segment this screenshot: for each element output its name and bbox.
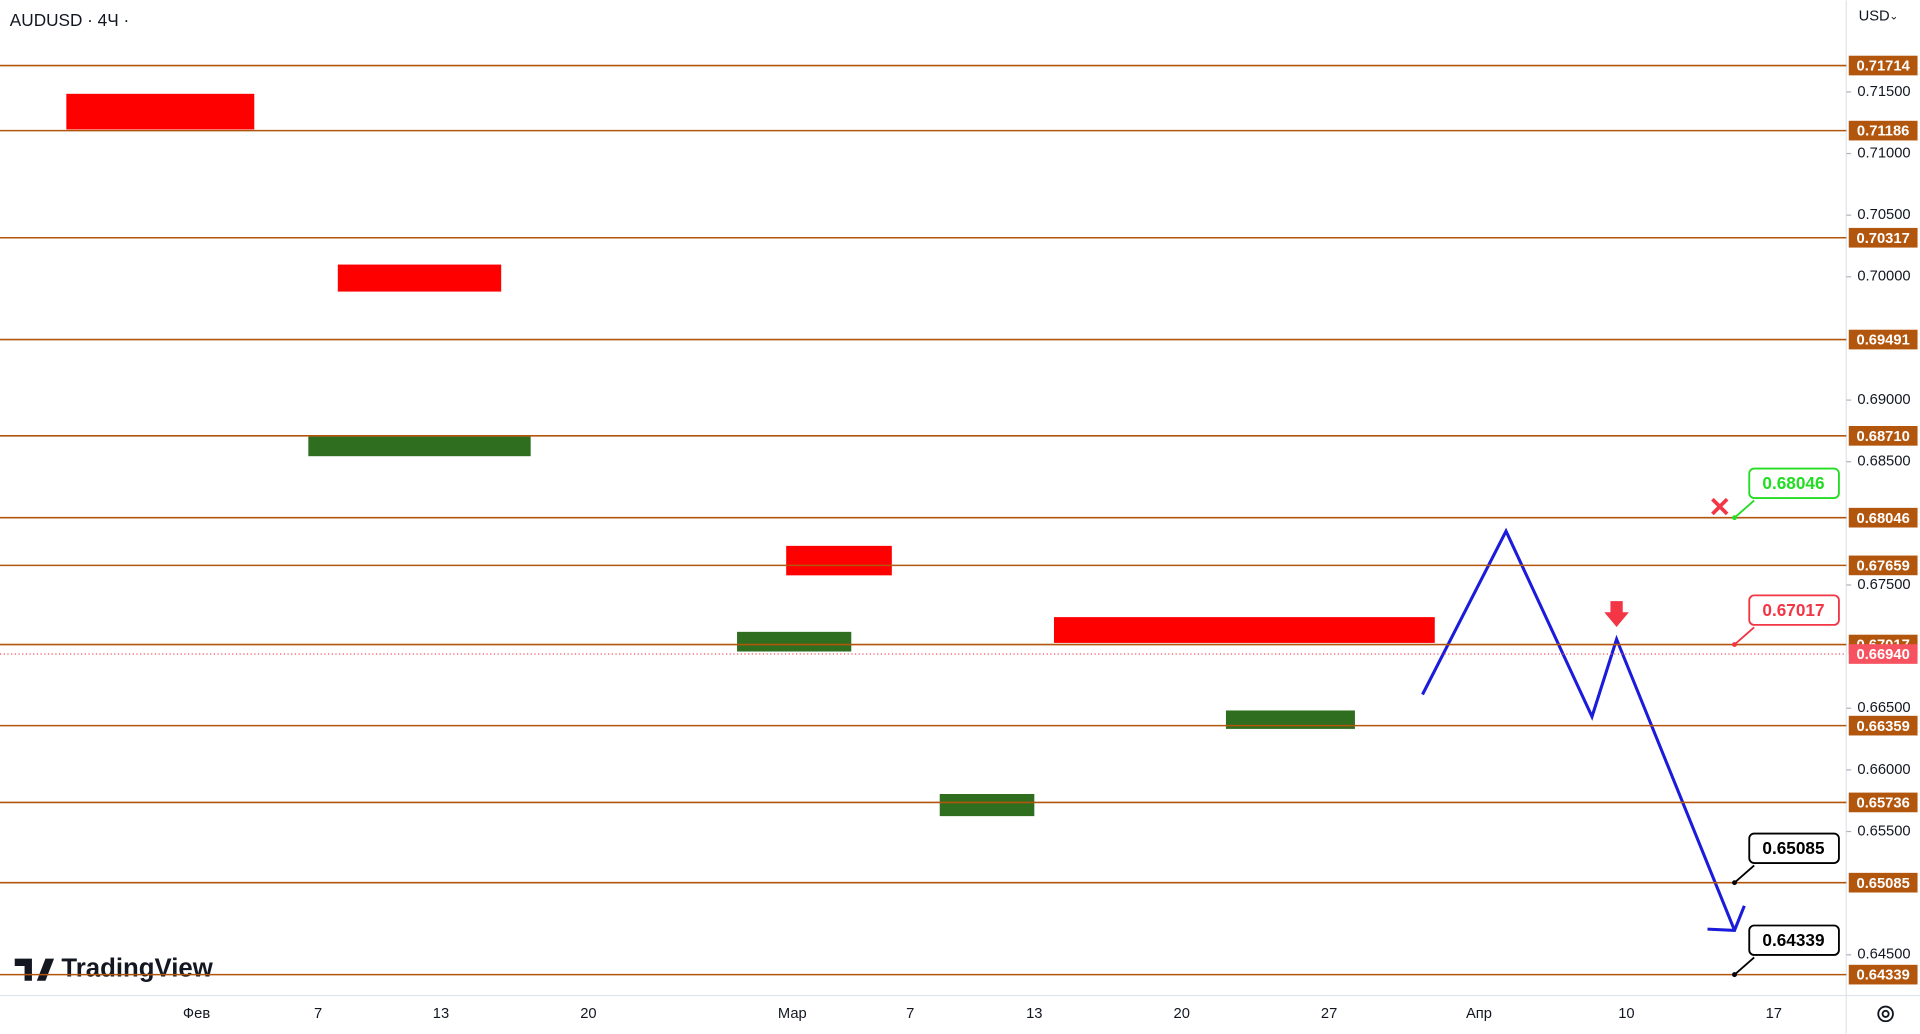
level-label: 0.71714: [1857, 59, 1911, 75]
level-label-box: [1848, 507, 1918, 528]
x-tick-label: 10: [1618, 1006, 1634, 1022]
supply-zone: [66, 93, 255, 130]
level-label-box: [1848, 55, 1918, 76]
x-tick-label: Апр: [1466, 1006, 1492, 1022]
y-tick-label: 0.69000: [1857, 392, 1910, 408]
callout-anchor: [1732, 642, 1737, 647]
demand-zone: [308, 436, 531, 457]
y-tick-label: 0.67500: [1857, 577, 1910, 593]
supply-zone: [1053, 617, 1435, 643]
y-tick-label: 0.68500: [1857, 454, 1910, 470]
y-tick-label: 0.66000: [1857, 762, 1910, 778]
level-label-box: [1848, 426, 1918, 446]
zones: [66, 93, 1435, 817]
y-tick-label: 0.71500: [1857, 84, 1910, 100]
level-label: 0.65736: [1857, 796, 1910, 812]
supply-zone: [786, 545, 892, 576]
level-label: 0.71186: [1857, 124, 1909, 140]
callout-anchor: [1732, 880, 1737, 886]
logo-text: TradingView: [61, 954, 213, 982]
level-label-box: [1848, 792, 1918, 813]
level-label: 0.65085: [1857, 876, 1910, 892]
callout-pointer: [1733, 499, 1755, 519]
gear[interactable]: [1877, 1005, 1894, 1023]
level-label-box: [1848, 964, 1918, 985]
x-tick-label: 20: [1174, 1006, 1190, 1022]
callout-pointer: [1733, 864, 1755, 884]
level-label: 0.68710: [1857, 429, 1910, 445]
last-price-box: [1848, 644, 1918, 664]
x-tick-label: 20: [580, 1006, 596, 1022]
level-label-box: [1848, 120, 1918, 141]
callout-box: [1748, 594, 1840, 626]
level-label-box: [1848, 715, 1918, 736]
x-tick-label: Фев: [183, 1006, 210, 1022]
y-tick-label: 0.70000: [1857, 269, 1910, 285]
x-tick-label: 7: [314, 1006, 322, 1022]
demand-zone: [737, 631, 852, 652]
y-tick-label: 0.66500: [1857, 700, 1910, 716]
level-label-box: [1848, 555, 1918, 576]
x-tick-label: 13: [1026, 1006, 1042, 1022]
level-label-box: [1848, 872, 1918, 893]
y-tick-label: 0.70500: [1857, 207, 1910, 223]
symbol-title: AUDUSD · 4Ч ·: [10, 10, 129, 30]
x-tick-label: 7: [906, 1006, 914, 1022]
last-price-label: 0.66940: [1857, 647, 1910, 663]
x-tick-label: Мар: [778, 1006, 807, 1022]
callout-label: 0.64339: [1762, 930, 1824, 950]
x-tick-label: 17: [1766, 1006, 1782, 1022]
y-tick-label: 0.71000: [1857, 145, 1910, 161]
callout-box: [1748, 832, 1840, 864]
level-label: 0.70317: [1857, 231, 1910, 247]
callout-anchor: [1732, 515, 1737, 521]
cross-mark: [1711, 497, 1729, 516]
supply-zone: [337, 264, 502, 292]
x-tick-label: 13: [433, 1006, 449, 1022]
level-label-box: [1848, 329, 1918, 350]
callout-label: 0.67017: [1762, 600, 1824, 620]
projection-path: [1421, 527, 1736, 931]
callout-box: [1748, 467, 1840, 499]
currency-label[interactable]: USD: [1859, 8, 1890, 24]
demand-zone: [939, 794, 1035, 817]
callout-pointer: [1733, 626, 1755, 646]
callout-label: 0.68046: [1762, 473, 1824, 493]
level-label-box: [1848, 227, 1918, 248]
level-label: 0.67659: [1857, 559, 1910, 575]
gear-center[interactable]: [1881, 1009, 1890, 1018]
level-label: 0.66359: [1857, 719, 1910, 735]
level-label: 0.64339: [1857, 968, 1910, 984]
y-tick-label: 0.65500: [1857, 823, 1910, 839]
callout-pointer: [1733, 956, 1755, 976]
level-label: 0.69491: [1857, 333, 1910, 349]
callout-box: [1748, 924, 1840, 956]
callout-anchor: [1732, 972, 1737, 978]
currency-caret[interactable]: ⌄: [1889, 10, 1898, 22]
demand-zone: [1225, 710, 1355, 729]
down-arrow: [1604, 601, 1629, 627]
x-tick-label: 27: [1321, 1006, 1337, 1022]
callout-label: 0.65085: [1762, 838, 1825, 858]
y-tick-label: 0.64500: [1857, 947, 1910, 963]
projection-arrowhead: [1707, 905, 1746, 932]
level-label: 0.68046: [1857, 511, 1910, 527]
settings-icon[interactable]: [1877, 1005, 1894, 1023]
